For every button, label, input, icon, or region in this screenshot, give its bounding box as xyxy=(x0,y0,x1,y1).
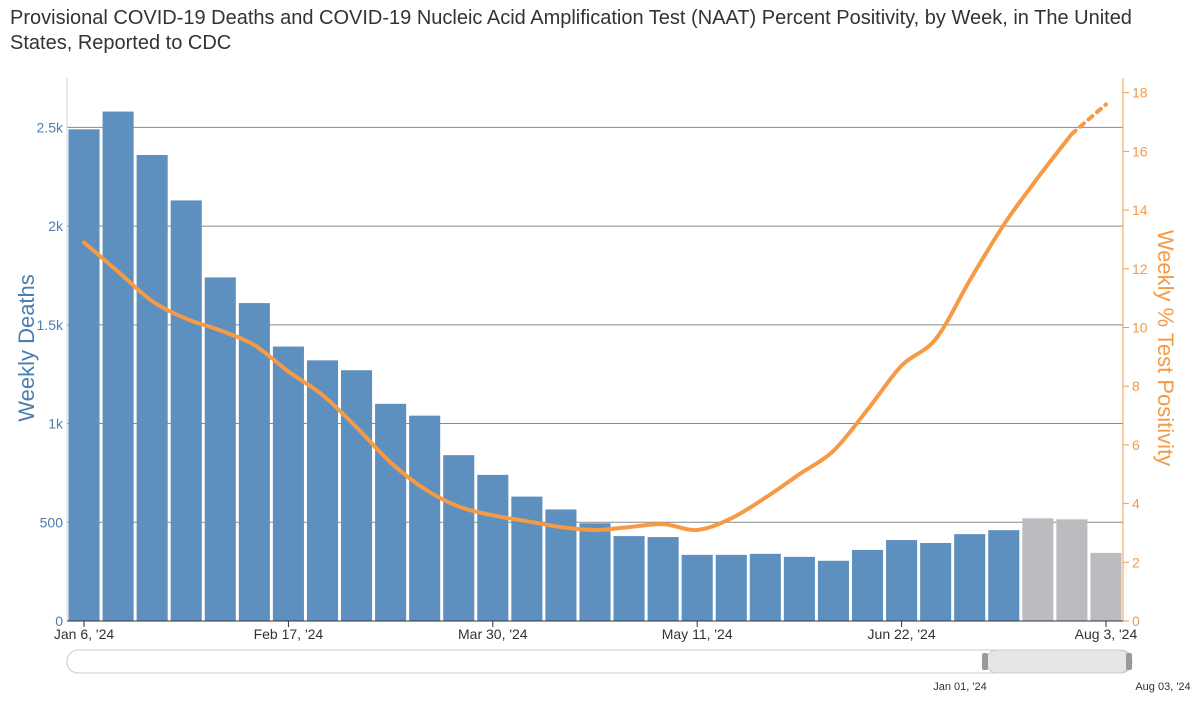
deaths-bar-10[interactable] xyxy=(409,415,441,621)
left-tick-label-0: 0 xyxy=(55,613,63,629)
axes xyxy=(66,78,1124,622)
deaths-bar-5[interactable] xyxy=(238,303,270,621)
deaths-bar-18[interactable] xyxy=(681,554,713,621)
right-tick-label-8: 16 xyxy=(1132,143,1148,159)
deaths-bar-2[interactable] xyxy=(136,155,168,622)
x-axis-ticks: Jan 6, '24 Feb 17, '24 Mar 30, '24 May 11, … xyxy=(54,621,1138,642)
deaths-bars xyxy=(68,111,1122,622)
right-tick-label-0: 0 xyxy=(1132,613,1140,629)
right-tick-label-6: 12 xyxy=(1132,261,1148,277)
navigator-start-label: Jan 01, '24 xyxy=(933,681,986,693)
deaths-bar-0[interactable] xyxy=(68,129,100,621)
right-tick-label-2: 4 xyxy=(1132,496,1140,512)
deaths-bar-24[interactable] xyxy=(886,540,918,621)
deaths-bar-16[interactable] xyxy=(613,536,645,621)
right-tick-label-3: 6 xyxy=(1132,437,1140,453)
left-axis-label: Weekly Deaths xyxy=(14,274,39,422)
navigator-handle-left[interactable] xyxy=(982,653,988,670)
positivity-line-group xyxy=(82,102,1108,533)
deaths-bar-28[interactable] xyxy=(1022,518,1054,621)
deaths-bar-3[interactable] xyxy=(170,200,202,621)
x-tick-label-1: Feb 17, '24 xyxy=(254,626,324,642)
right-axis-label: Weekly % Test Positivity xyxy=(1153,230,1178,466)
right-axis-ticks: 0 2 4 6 8 10 12 14 16 18 xyxy=(1123,85,1148,629)
deaths-bar-25[interactable] xyxy=(920,543,952,621)
left-tick-label-1: 500 xyxy=(40,514,64,530)
deaths-bar-27[interactable] xyxy=(988,530,1020,621)
positivity-line[interactable] xyxy=(82,131,1074,533)
deaths-bar-12[interactable] xyxy=(477,474,509,621)
left-tick-label-4: 2k xyxy=(48,218,64,234)
deaths-bar-8[interactable] xyxy=(341,370,373,621)
navigator-end-label: Aug 03, '24 xyxy=(1135,681,1190,693)
x-tick-label-4: Jun 22, '24 xyxy=(868,626,936,642)
deaths-bar-9[interactable] xyxy=(375,403,407,621)
navigator-selection[interactable] xyxy=(985,649,1131,674)
deaths-bar-11[interactable] xyxy=(443,455,475,621)
positivity-line-projected[interactable] xyxy=(1069,102,1108,136)
x-tick-label-3: May 11, '24 xyxy=(662,626,733,642)
left-tick-label-3: 1.5k xyxy=(37,317,64,333)
deaths-bar-26[interactable] xyxy=(954,534,986,621)
navigator-track[interactable] xyxy=(66,649,1133,674)
x-tick-label-0: Jan 6, '24 xyxy=(54,626,114,642)
deaths-bar-20[interactable] xyxy=(749,553,781,621)
deaths-bar-19[interactable] xyxy=(715,554,747,621)
right-tick-label-7: 14 xyxy=(1132,202,1148,218)
deaths-bar-21[interactable] xyxy=(783,556,815,621)
deaths-bar-23[interactable] xyxy=(851,549,884,621)
x-tick-label-5: Aug 3, '24 xyxy=(1075,626,1138,642)
navigator-handle-right[interactable] xyxy=(1126,653,1132,670)
deaths-bar-6[interactable] xyxy=(272,346,304,621)
deaths-bar-15[interactable] xyxy=(579,523,611,621)
right-tick-label-9: 18 xyxy=(1132,85,1148,101)
deaths-bar-13[interactable] xyxy=(511,496,543,621)
left-tick-label-5: 2.5k xyxy=(37,119,64,135)
chart-title: Provisional COVID-19 Deaths and COVID-19… xyxy=(10,7,1132,54)
deaths-bar-22[interactable] xyxy=(817,560,849,621)
range-navigator[interactable]: Jan 01, '24 Aug 03, '24 xyxy=(66,649,1191,693)
deaths-bar-29[interactable] xyxy=(1056,519,1088,621)
left-axis-ticks: 0 500 1k 1.5k 2k 2.5k xyxy=(37,119,64,629)
right-tick-label-4: 8 xyxy=(1132,378,1140,394)
left-tick-label-2: 1k xyxy=(48,416,64,432)
x-tick-label-2: Mar 30, '24 xyxy=(458,626,528,642)
deaths-bar-7[interactable] xyxy=(306,360,339,621)
deaths-bar-1[interactable] xyxy=(102,111,134,622)
deaths-bar-30[interactable] xyxy=(1090,552,1122,621)
right-tick-label-5: 10 xyxy=(1132,319,1148,335)
deaths-bar-17[interactable] xyxy=(647,537,679,621)
right-tick-label-1: 2 xyxy=(1132,554,1140,570)
